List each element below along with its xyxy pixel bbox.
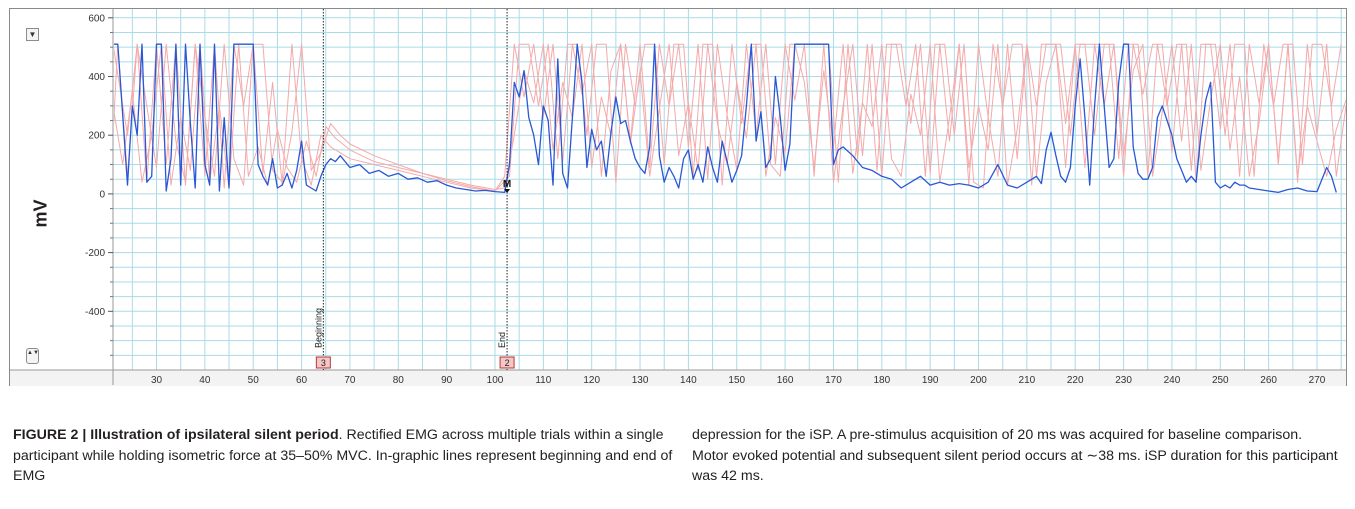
marker-badge [499, 356, 515, 369]
marker-badge [315, 356, 331, 369]
x-tick-label: 50 [248, 375, 260, 385]
x-tick-label: 100 [487, 375, 504, 385]
x-tick-label: 230 [1115, 375, 1132, 385]
y-axis-panel [10, 9, 113, 385]
x-tick-label: 40 [199, 375, 211, 385]
x-tick-label: 250 [1212, 375, 1229, 385]
x-tick-label: 140 [680, 375, 697, 385]
x-tick-label: 180 [873, 375, 890, 385]
y-tick-label: 0 [99, 189, 105, 200]
y-axis-label: mV [30, 199, 51, 228]
x-tick-label: 270 [1309, 375, 1326, 385]
y-tick-label: 600 [88, 13, 105, 24]
x-tick-label: 260 [1260, 375, 1277, 385]
x-tick-label: 90 [441, 375, 453, 385]
caption-left-text: . Rectified EMG across multiple trials w… [13, 427, 673, 484]
caption-left-column: FIGURE 2 | Illustration of ipsilateral s… [13, 425, 673, 487]
marker-badge-label: 2 [505, 358, 510, 368]
y-tick-label: 400 [88, 72, 105, 83]
x-tick-label: 210 [1019, 375, 1036, 385]
figure-label: FIGURE 2 | Illustration of ipsilateral s… [13, 427, 339, 443]
scale-stepper-icon[interactable]: ▲▼ [26, 348, 39, 364]
y-tick-label: 200 [88, 131, 105, 142]
chart-window: 600 400 200 0 -200 -400 30 40 50 60 70 80 90 100 110 12… [9, 8, 1347, 386]
marker-label: Beginning [313, 308, 323, 348]
x-tick-label: 130 [632, 375, 649, 385]
trial-series-line [114, 43, 1346, 192]
x-tick-label: 160 [777, 375, 794, 385]
x-tick-label: 170 [825, 375, 842, 385]
x-tick-label: 150 [728, 375, 745, 385]
x-axis-panel [10, 370, 1346, 386]
x-tick-label: 60 [296, 375, 308, 385]
x-tick-label: 220 [1067, 375, 1084, 385]
x-tick-label: 30 [151, 375, 163, 385]
trial-series-line [114, 43, 1342, 192]
x-tick-label: 120 [583, 375, 600, 385]
caption-right-column: depression for the iSP. A pre-stimulus a… [692, 427, 1338, 484]
highlight-series-line [114, 43, 1337, 194]
emg-chart: 600 400 200 0 -200 -400 30 40 50 60 70 80 90 100 110 12… [10, 9, 1346, 385]
x-tick-label: 190 [922, 375, 939, 385]
chart-menu-dropdown-icon[interactable]: ▼ [26, 28, 39, 41]
x-tick-label: 240 [1164, 375, 1181, 385]
x-tick-label: 80 [393, 375, 405, 385]
marker-badge-label: 3 [321, 358, 326, 368]
marker-label: End [497, 332, 507, 348]
y-tick-label: -400 [85, 307, 105, 318]
point-label: M [503, 179, 511, 190]
x-tick-label: 70 [344, 375, 356, 385]
x-tick-label: 110 [535, 375, 551, 385]
y-tick-label: -200 [85, 248, 105, 259]
point-marker-icon [504, 188, 511, 193]
x-tick-label: 200 [970, 375, 987, 385]
